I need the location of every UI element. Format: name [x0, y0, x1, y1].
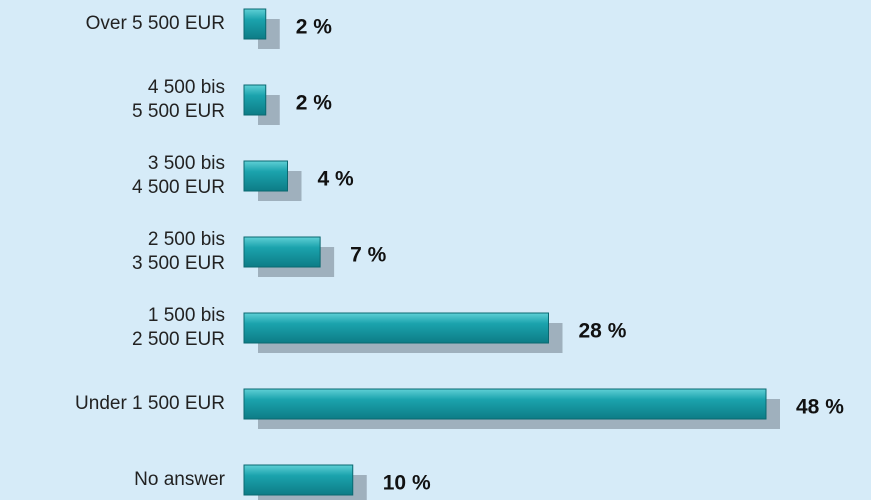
bar [243, 388, 767, 420]
bar [243, 312, 549, 344]
category-label: Over 5 500 EUR [86, 13, 225, 34]
category-label: 2 500 EUR [132, 329, 225, 350]
value-label: 10 % [383, 472, 431, 495]
bar [243, 464, 354, 496]
bar [243, 160, 288, 192]
value-label: 48 % [796, 396, 844, 419]
category-label: 3 500 bis [148, 153, 225, 174]
bar [243, 236, 321, 268]
value-label: 2 % [296, 92, 333, 115]
category-label: 2 500 bis [148, 229, 225, 250]
value-label: 4 % [318, 168, 355, 191]
value-label: 7 % [350, 244, 387, 267]
category-label: 1 500 bis [148, 305, 225, 326]
value-label: 28 % [579, 320, 627, 343]
category-label: Under 1 500 EUR [75, 393, 225, 414]
bar [243, 8, 267, 40]
bar [243, 84, 267, 116]
category-label: 4 500 bis [148, 77, 225, 98]
category-label: 3 500 EUR [132, 253, 225, 274]
category-label: No answer [134, 469, 225, 490]
category-label: 5 500 EUR [132, 101, 225, 122]
category-label: 4 500 EUR [132, 177, 225, 198]
value-label: 2 % [296, 16, 333, 39]
